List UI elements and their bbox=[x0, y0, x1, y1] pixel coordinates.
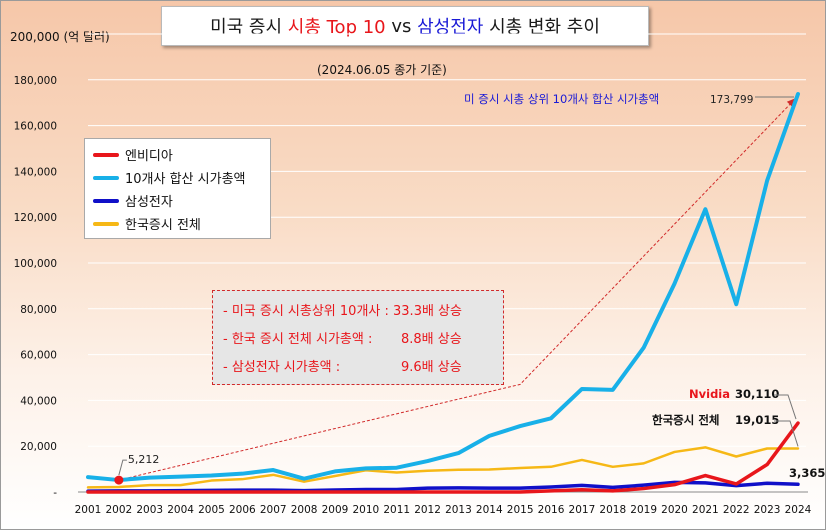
note-top10-value: 33.3배 상승 bbox=[393, 303, 462, 319]
legend: 엔비디아 10개사 합산 시가총액 삼성전자 한국증시 전체 bbox=[84, 138, 271, 239]
nvidia-leader-line bbox=[774, 394, 797, 420]
legend-swatch-korea bbox=[93, 221, 119, 226]
legend-item-nvidia: 엔비디아 bbox=[93, 143, 262, 166]
x-tick-label-2023: 2023 bbox=[754, 504, 781, 516]
x-tick-label-2015: 2015 bbox=[507, 504, 534, 516]
x-tick-label-2014: 2014 bbox=[476, 504, 503, 516]
start-leader-line bbox=[118, 459, 127, 476]
top10-end-value: 173,799 bbox=[710, 94, 753, 106]
y-tick-label-20000: 20,000 bbox=[20, 441, 57, 453]
y-tick-label-140000: 140,000 bbox=[14, 166, 57, 178]
title-part-2: 시총 Top 10 bbox=[287, 17, 386, 38]
y-tick-label-100000: 100,000 bbox=[14, 258, 57, 270]
chart-subtitle: (2024.06.05 종가 기준) bbox=[317, 63, 447, 77]
legend-item-samsung: 삼성전자 bbox=[93, 189, 262, 212]
note-korea: - 한국 증시 전체 시가총액 : 8.8배 상승 bbox=[223, 323, 493, 351]
x-tick-label-2005: 2005 bbox=[198, 504, 225, 516]
y-tick-label-160000: 160,000 bbox=[14, 121, 57, 133]
y-axis-unit-label: 200,000 (억 달러) bbox=[10, 30, 110, 44]
chart-title: 미국 증시 시총 Top 10 vs 삼성전자 시총 변화 추이 bbox=[161, 6, 649, 46]
x-tick-label-2016: 2016 bbox=[538, 504, 565, 516]
series-line-korea bbox=[86, 446, 800, 489]
y-tick-label-60000: 60,000 bbox=[20, 350, 57, 362]
y-tick-label-0: - bbox=[53, 487, 57, 499]
samsung-end-value: 3,365 bbox=[789, 466, 825, 480]
x-tick-label-2006: 2006 bbox=[229, 504, 256, 516]
legend-label-samsung: 삼성전자 bbox=[125, 195, 173, 210]
x-tick-label-2024: 2024 bbox=[785, 504, 812, 516]
y-tick-label-80000: 80,000 bbox=[20, 304, 57, 316]
x-tick-label-2002: 2002 bbox=[106, 504, 133, 516]
y-tick-label-40000: 40,000 bbox=[20, 395, 57, 407]
x-tick-label-2008: 2008 bbox=[291, 504, 318, 516]
note-samsung: - 삼성전자 시가총액 : 9.6배 상승 bbox=[223, 351, 493, 379]
x-tick-label-2022: 2022 bbox=[723, 504, 750, 516]
x-tick-label-2001: 2001 bbox=[75, 504, 102, 516]
title-part-1: 미국 증시 bbox=[210, 17, 288, 38]
note-top10-label: - 미국 증시 시총상위 10개사 : bbox=[223, 303, 394, 319]
legend-label-top10: 10개사 합산 시가총액 bbox=[125, 172, 246, 187]
title-part-5: 시총 변화 추이 bbox=[483, 17, 600, 38]
x-tick-label-2007: 2007 bbox=[260, 504, 287, 516]
x-tick-label-2021: 2021 bbox=[692, 504, 719, 516]
x-tick-label-2017: 2017 bbox=[569, 504, 596, 516]
nvidia-end-value: 30,110 bbox=[735, 387, 779, 401]
legend-label-nvidia: 엔비디아 bbox=[125, 149, 173, 164]
legend-swatch-top10 bbox=[93, 175, 119, 180]
note-samsung-label: - 삼성전자 시가총액 : bbox=[223, 359, 341, 375]
note-korea-label: - 한국 증시 전체 시가총액 : bbox=[223, 331, 373, 347]
legend-label-korea: 한국증시 전체 bbox=[125, 218, 201, 233]
note-korea-value: 8.8배 상승 bbox=[401, 331, 462, 347]
korea-annotation-label: 한국증시 전체 bbox=[652, 413, 719, 427]
title-part-3: vs bbox=[385, 15, 418, 37]
top10-annotation-label: 미 증시 시총 상위 10개사 합산 시가총액 bbox=[464, 92, 659, 106]
y-tick-label-180000: 180,000 bbox=[14, 75, 57, 87]
x-tick-label-2019: 2019 bbox=[630, 504, 657, 516]
note-top10: - 미국 증시 시총상위 10개사 : 33.3배 상승 bbox=[223, 295, 493, 323]
x-tick-label-2009: 2009 bbox=[322, 504, 349, 516]
legend-item-top10: 10개사 합산 시가총액 bbox=[93, 166, 262, 189]
trend-arrow-line bbox=[118, 97, 797, 481]
start-marker-2002 bbox=[114, 475, 124, 485]
korea-leader-line bbox=[774, 420, 799, 447]
nvidia-annotation-label: Nvidia bbox=[689, 387, 730, 401]
series-line-nvidia bbox=[86, 421, 800, 494]
x-tick-label-2020: 2020 bbox=[661, 504, 688, 516]
note-samsung-value: 9.6배 상승 bbox=[401, 359, 462, 375]
legend-item-korea: 한국증시 전체 bbox=[93, 212, 262, 235]
x-tick-label-2013: 2013 bbox=[445, 504, 472, 516]
x-tick-label-2010: 2010 bbox=[352, 504, 379, 516]
start-value-label: 5,212 bbox=[128, 453, 160, 466]
legend-swatch-samsung bbox=[93, 198, 119, 203]
legend-swatch-nvidia bbox=[93, 152, 119, 157]
korea-end-value: 19,015 bbox=[735, 413, 779, 427]
y-tick-label-120000: 120,000 bbox=[14, 212, 57, 224]
x-tick-label-2003: 2003 bbox=[136, 504, 163, 516]
title-part-4: 삼성전자 bbox=[417, 17, 484, 38]
series-line-top10 bbox=[86, 92, 800, 483]
growth-notes-box: - 미국 증시 시총상위 10개사 : 33.3배 상승 - 한국 증시 전체 … bbox=[212, 290, 504, 385]
x-tick-label-2012: 2012 bbox=[414, 504, 441, 516]
x-tick-label-2018: 2018 bbox=[599, 504, 626, 516]
x-tick-label-2004: 2004 bbox=[167, 504, 194, 516]
x-tick-label-2011: 2011 bbox=[383, 504, 410, 516]
